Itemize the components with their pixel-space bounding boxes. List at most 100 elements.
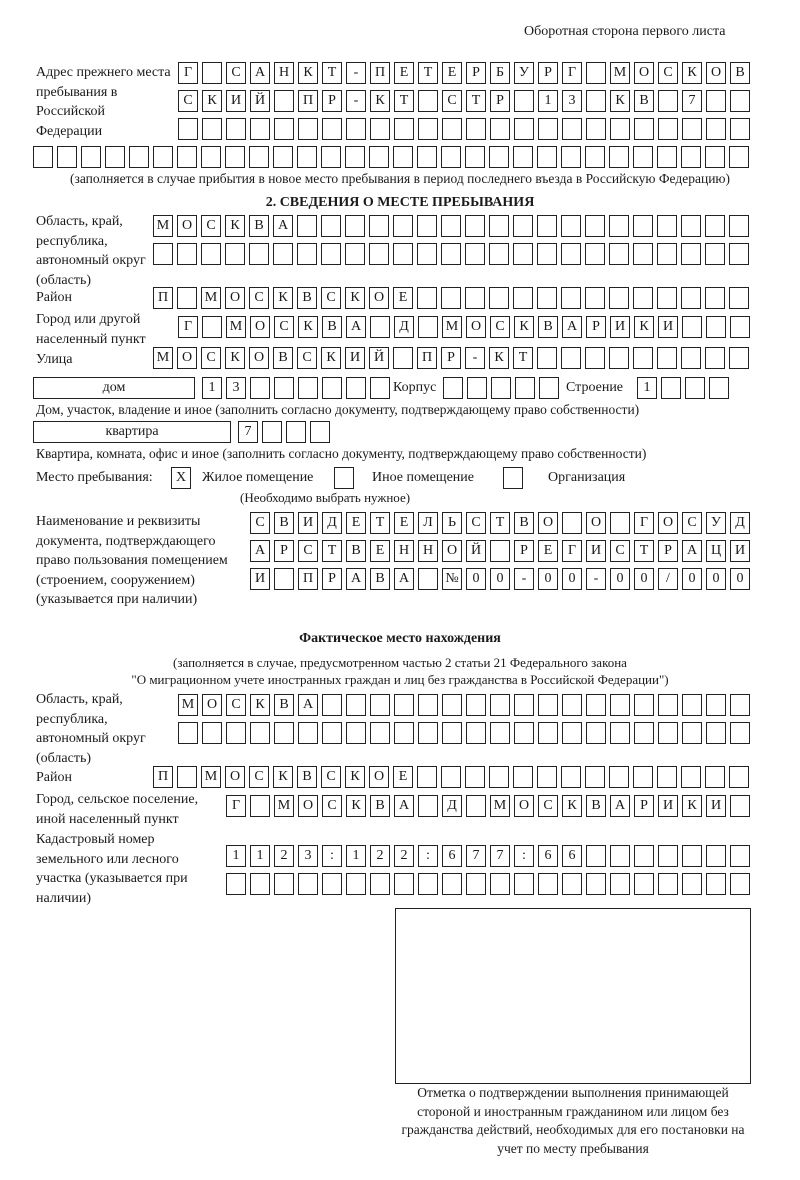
char-cell[interactable] — [418, 316, 438, 338]
char-cell[interactable] — [586, 694, 606, 716]
char-cell[interactable] — [658, 722, 678, 744]
char-cell[interactable] — [250, 377, 270, 399]
char-cell[interactable]: О — [225, 287, 245, 309]
char-cell[interactable] — [610, 694, 630, 716]
char-cell[interactable] — [418, 873, 438, 895]
char-cell[interactable] — [515, 377, 535, 399]
char-cell[interactable] — [586, 118, 606, 140]
char-cell[interactable]: И — [706, 795, 726, 817]
char-cell[interactable]: С — [226, 62, 246, 84]
char-cell[interactable] — [177, 287, 197, 309]
stay-option-other-checkbox[interactable] — [334, 467, 354, 489]
char-cell[interactable]: М — [490, 795, 510, 817]
char-cell[interactable]: 2 — [394, 845, 414, 867]
char-cell[interactable] — [225, 146, 245, 168]
char-cell[interactable] — [634, 722, 654, 744]
char-cell[interactable]: : — [514, 845, 534, 867]
char-cell[interactable]: Ь — [442, 512, 462, 534]
apartment-number-row[interactable]: 7 — [238, 421, 334, 443]
char-cell[interactable]: А — [346, 316, 366, 338]
char-cell[interactable]: А — [273, 215, 293, 237]
char-cell[interactable] — [705, 215, 725, 237]
char-cell[interactable]: Г — [634, 512, 654, 534]
char-cell[interactable] — [178, 722, 198, 744]
char-cell[interactable]: О — [250, 316, 270, 338]
char-cell[interactable]: : — [322, 845, 342, 867]
char-cell[interactable] — [657, 146, 677, 168]
char-cell[interactable]: К — [370, 90, 390, 112]
char-cell[interactable] — [658, 118, 678, 140]
char-cell[interactable] — [57, 146, 77, 168]
char-cell[interactable] — [538, 694, 558, 716]
char-cell[interactable] — [153, 243, 173, 265]
char-cell[interactable] — [441, 215, 461, 237]
char-cell[interactable]: 1 — [226, 845, 246, 867]
char-cell[interactable] — [585, 146, 605, 168]
char-cell[interactable]: П — [298, 568, 318, 590]
char-cell[interactable]: Е — [393, 287, 413, 309]
char-cell[interactable] — [262, 421, 282, 443]
char-cell[interactable] — [730, 722, 750, 744]
char-cell[interactable]: Т — [394, 90, 414, 112]
char-cell[interactable] — [177, 766, 197, 788]
char-cell[interactable]: 1 — [250, 845, 270, 867]
char-cell[interactable]: В — [297, 287, 317, 309]
char-cell[interactable] — [201, 146, 221, 168]
document-row-3[interactable]: И П Р А В А № 0 0-0 0-0 0/0 0 0 — [250, 568, 754, 590]
char-cell[interactable]: 0 — [706, 568, 726, 590]
char-cell[interactable]: Р — [322, 568, 342, 590]
char-cell[interactable] — [418, 795, 438, 817]
char-cell[interactable] — [610, 873, 630, 895]
char-cell[interactable] — [705, 146, 725, 168]
char-cell[interactable] — [417, 243, 437, 265]
char-cell[interactable]: 0 — [730, 568, 750, 590]
char-cell[interactable] — [465, 146, 485, 168]
char-cell[interactable] — [514, 118, 534, 140]
char-cell[interactable]: В — [634, 90, 654, 112]
char-cell[interactable]: Д — [322, 512, 342, 534]
char-cell[interactable] — [709, 377, 729, 399]
char-cell[interactable]: К — [298, 316, 318, 338]
char-cell[interactable]: С — [250, 512, 270, 534]
char-cell[interactable]: Д — [394, 316, 414, 338]
char-cell[interactable] — [297, 215, 317, 237]
char-cell[interactable] — [298, 377, 318, 399]
char-cell[interactable]: 2 — [370, 845, 390, 867]
char-cell[interactable] — [609, 243, 629, 265]
char-cell[interactable]: П — [370, 62, 390, 84]
char-cell[interactable]: Н — [418, 540, 438, 562]
char-cell[interactable] — [706, 694, 726, 716]
char-cell[interactable]: Т — [370, 512, 390, 534]
char-cell[interactable]: 7 — [682, 90, 702, 112]
char-cell[interactable]: А — [298, 694, 318, 716]
char-cell[interactable] — [466, 873, 486, 895]
korpus-row[interactable] — [443, 377, 563, 399]
char-cell[interactable] — [274, 873, 294, 895]
char-cell[interactable]: 0 — [538, 568, 558, 590]
char-cell[interactable] — [489, 287, 509, 309]
char-cell[interactable] — [561, 287, 581, 309]
char-cell[interactable] — [538, 118, 558, 140]
char-cell[interactable]: У — [706, 512, 726, 534]
char-cell[interactable] — [369, 215, 389, 237]
char-cell[interactable] — [730, 118, 750, 140]
char-cell[interactable] — [513, 215, 533, 237]
char-cell[interactable]: М — [442, 316, 462, 338]
char-cell[interactable]: - — [346, 90, 366, 112]
char-cell[interactable] — [298, 118, 318, 140]
char-cell[interactable]: С — [322, 795, 342, 817]
char-cell[interactable] — [286, 421, 306, 443]
char-cell[interactable] — [658, 845, 678, 867]
char-cell[interactable] — [466, 795, 486, 817]
char-cell[interactable]: 6 — [442, 845, 462, 867]
char-cell[interactable] — [321, 243, 341, 265]
char-cell[interactable] — [729, 347, 749, 369]
char-cell[interactable] — [322, 118, 342, 140]
char-cell[interactable]: С — [610, 540, 630, 562]
char-cell[interactable] — [441, 287, 461, 309]
char-cell[interactable] — [418, 722, 438, 744]
char-cell[interactable]: К — [273, 766, 293, 788]
char-cell[interactable]: И — [610, 316, 630, 338]
